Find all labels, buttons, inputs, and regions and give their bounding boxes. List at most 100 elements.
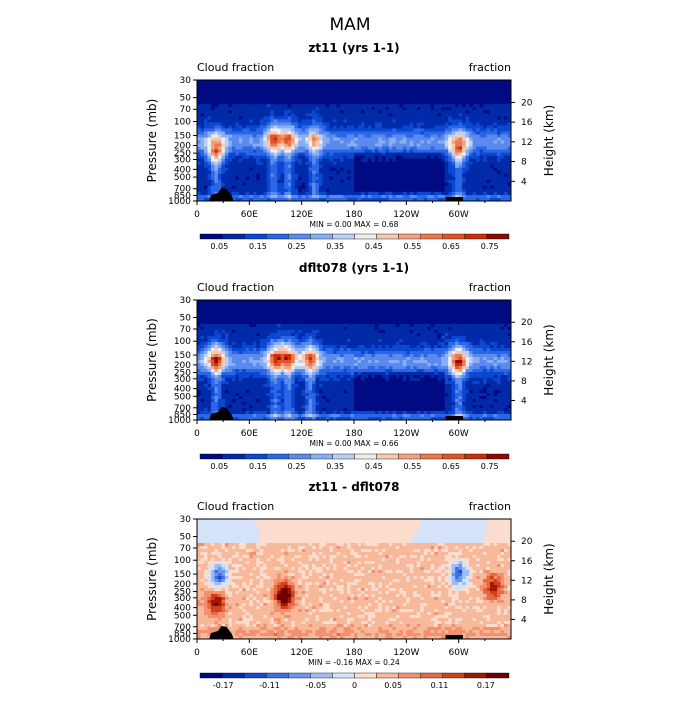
colorbar-swatch — [487, 454, 509, 459]
min-max-stats: MIN = 0.00 MAX = 0.66 — [310, 439, 399, 448]
colorbar-tick-label: 0.11 — [431, 681, 449, 690]
chart-title: dflt078 (yrs 1-1) — [299, 261, 409, 275]
colorbar-tick-label: 0.55 — [404, 462, 422, 471]
colorbar-swatch — [443, 234, 465, 239]
colorbar-swatch — [200, 234, 222, 239]
colorbar-tick-label: 0.75 — [481, 242, 499, 251]
colorbar-swatch — [222, 454, 244, 459]
y-axis-label: Pressure (mb) — [145, 537, 159, 621]
colorbar-swatch — [421, 234, 443, 239]
colorbar-tick-label: -0.11 — [259, 681, 280, 690]
colorbar-swatch — [377, 454, 399, 459]
y2-tick-label: 4 — [521, 177, 527, 187]
colorbar-tick-label: 0.45 — [365, 242, 383, 251]
topography-mask — [446, 416, 463, 420]
x-tick-label: 0 — [194, 210, 200, 220]
y2-tick-label: 8 — [521, 596, 527, 606]
colorbar-tick-label: 0.25 — [288, 462, 306, 471]
y-tick-label: 1000 — [168, 197, 191, 207]
y2-tick-label: 12 — [521, 138, 532, 148]
y-tick-label: 30 — [180, 296, 192, 306]
colorbar-swatch — [377, 673, 399, 678]
x-tick-label: 180 — [345, 429, 362, 439]
y-tick-label: 500 — [174, 392, 191, 402]
colorbar-swatch — [288, 454, 310, 459]
colorbar-swatch — [200, 673, 222, 678]
contour-field — [197, 519, 512, 640]
colorbar-tick-label: 0.55 — [404, 242, 422, 251]
colorbar-swatch — [332, 673, 354, 678]
x-tick-label: 60E — [241, 648, 258, 658]
colorbar-swatch — [288, 234, 310, 239]
colorbar-swatch — [487, 234, 509, 239]
colorbar-swatch — [266, 673, 288, 678]
colorbar-swatch — [222, 673, 244, 678]
colorbar-swatch — [465, 673, 487, 678]
colorbar-swatch — [399, 454, 421, 459]
y-tick-label: 50 — [180, 532, 192, 542]
x-tick-label: 120W — [393, 648, 419, 658]
right-field-label: fraction — [469, 281, 511, 294]
colorbar-swatch — [355, 673, 377, 678]
y-tick-label: 150 — [174, 351, 191, 361]
y-tick-label: 100 — [174, 118, 191, 128]
x-tick-label: 60E — [241, 210, 258, 220]
y2-tick-label: 16 — [521, 338, 533, 348]
left-field-label: Cloud fraction — [197, 500, 274, 513]
y-tick-label: 300 — [174, 594, 191, 604]
min-max-stats: MIN = -0.16 MAX = 0.24 — [308, 658, 400, 667]
colorbar-swatch — [421, 454, 443, 459]
right-field-label: fraction — [469, 61, 511, 74]
y2-tick-label: 12 — [521, 576, 532, 586]
colorbar-tick-label: 0.65 — [442, 462, 460, 471]
contour-field — [197, 80, 512, 202]
x-tick-label: 180 — [345, 648, 362, 658]
y-tick-label: 70 — [180, 544, 192, 554]
y2-tick-label: 8 — [521, 377, 527, 387]
x-tick-label: 0 — [194, 648, 200, 658]
y2-tick-label: 16 — [521, 557, 533, 567]
colorbar-swatch — [465, 234, 487, 239]
colorbar-swatch — [332, 454, 354, 459]
colorbar-tick-label: 0.35 — [326, 242, 344, 251]
right-field-label: fraction — [469, 500, 511, 513]
y2-tick-label: 4 — [521, 615, 527, 625]
x-tick-label: 120E — [290, 210, 313, 220]
y-tick-label: 50 — [180, 313, 192, 323]
left-field-label: Cloud fraction — [197, 281, 274, 294]
y-tick-label: 30 — [180, 515, 192, 525]
x-tick-label: 120W — [393, 429, 419, 439]
colorbar-swatch — [421, 673, 443, 678]
colorbar-tick-label: 0.05 — [384, 681, 402, 690]
colorbar-tick-label: 0.15 — [249, 242, 267, 251]
colorbar-swatch — [355, 234, 377, 239]
colorbar-swatch — [332, 234, 354, 239]
colorbar-swatch — [443, 454, 465, 459]
x-tick-label: 120E — [290, 648, 313, 658]
colorbar-swatch — [310, 454, 332, 459]
colorbar-swatch — [222, 234, 244, 239]
y2-tick-label: 20 — [521, 98, 533, 108]
x-tick-label: 180 — [345, 210, 362, 220]
colorbar-tick-label: 0.75 — [481, 462, 499, 471]
y-tick-label: 70 — [180, 325, 192, 335]
colorbar-tick-label: -0.05 — [306, 681, 327, 690]
colorbar-tick-label: 0.25 — [288, 242, 306, 251]
y-tick-label: 300 — [174, 155, 191, 165]
colorbar-swatch — [266, 234, 288, 239]
colorbar-swatch — [310, 234, 332, 239]
colorbar-tick-label: 0.15 — [249, 462, 267, 471]
x-tick-label: 60W — [448, 429, 468, 439]
colorbar-tick-label: 0.17 — [477, 681, 495, 690]
colorbar-tick-label: 0.45 — [365, 462, 383, 471]
colorbar-swatch — [244, 673, 266, 678]
topography-mask — [446, 635, 463, 639]
y-axis-label: Pressure (mb) — [145, 318, 159, 402]
colorbar-tick-label: 0.65 — [442, 242, 460, 251]
colorbar-swatch — [244, 454, 266, 459]
colorbar-tick-label: -0.17 — [213, 681, 234, 690]
